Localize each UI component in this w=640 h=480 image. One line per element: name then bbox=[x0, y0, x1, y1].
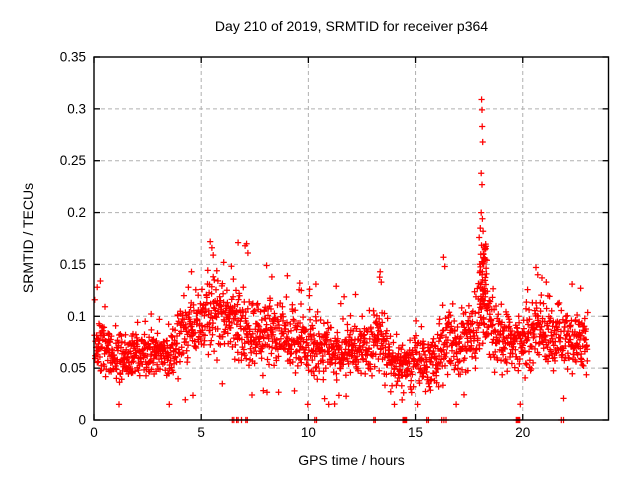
y-tick-label: 0.25 bbox=[60, 153, 86, 168]
scatter-points bbox=[91, 96, 591, 424]
x-tick-label: 0 bbox=[90, 425, 98, 440]
y-tick-label: 0.3 bbox=[67, 101, 86, 116]
y-tick-label: 0.2 bbox=[67, 205, 86, 220]
y-tick-label: 0.15 bbox=[60, 257, 86, 272]
tick-labels: 0 5 10 15 20 0 0.05 0.1 0.15 0.2 0.25 0.3 0.35 bbox=[60, 50, 531, 441]
plot-border bbox=[93, 56, 610, 421]
chart-title: Day 210 of 2019, SRMTID for receiver p36… bbox=[214, 18, 489, 34]
axis-ticks bbox=[93, 56, 609, 421]
x-tick-label: 10 bbox=[301, 425, 316, 440]
y-tick-label: 0.05 bbox=[60, 361, 86, 376]
x-tick-label: 20 bbox=[515, 425, 530, 440]
x-tick-label: 15 bbox=[408, 425, 423, 440]
y-tick-label: 0.1 bbox=[67, 309, 86, 324]
y-tick-label: 0.35 bbox=[60, 50, 86, 65]
x-tick-label: 5 bbox=[197, 425, 205, 440]
y-tick-label: 0 bbox=[78, 413, 86, 428]
x-axis-label: GPS time / hours bbox=[298, 452, 405, 468]
